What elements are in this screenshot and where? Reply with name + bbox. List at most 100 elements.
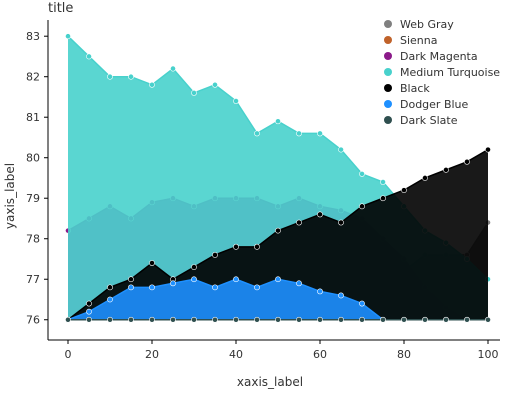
- y-tick-label: 83: [26, 30, 40, 43]
- data-point: [191, 276, 197, 283]
- data-point: [170, 65, 176, 72]
- data-point: [212, 81, 218, 88]
- x-tick-label: 60: [313, 348, 327, 361]
- data-point: [149, 284, 155, 291]
- data-point: [359, 171, 365, 177]
- data-point: [233, 276, 239, 283]
- legend-swatch: [384, 68, 392, 76]
- ticks: 0 20 40 60 80 100 76 77 78 79 80 81 82 83: [26, 30, 499, 361]
- data-point: [296, 316, 302, 323]
- series-layer: [65, 33, 491, 323]
- x-tick-label: 80: [397, 348, 411, 361]
- data-point: [317, 316, 323, 323]
- data-point: [212, 284, 218, 291]
- data-point: [128, 316, 134, 323]
- series-dark-slate: [65, 316, 491, 323]
- data-point: [128, 73, 134, 80]
- y-tick-label: 80: [26, 152, 40, 165]
- data-point: [422, 175, 428, 181]
- legend-swatch: [384, 20, 392, 28]
- data-point: [359, 300, 365, 307]
- data-point: [359, 203, 365, 210]
- y-tick-label: 78: [26, 233, 40, 246]
- data-point: [485, 146, 491, 153]
- data-point: [191, 90, 197, 96]
- x-tick-label: 100: [478, 348, 499, 361]
- legend-swatch: [384, 36, 392, 44]
- data-point: [380, 316, 386, 323]
- legend-item-web-gray: Web Gray: [384, 18, 454, 31]
- data-point: [317, 211, 323, 218]
- legend-label: Sienna: [400, 34, 438, 47]
- legend-label: Dodger Blue: [400, 98, 469, 111]
- data-point: [170, 316, 176, 323]
- data-point: [380, 179, 386, 185]
- data-point: [149, 81, 155, 88]
- legend-label: Dark Magenta: [400, 50, 478, 63]
- data-point: [338, 219, 344, 226]
- y-tick-label: 77: [26, 273, 40, 286]
- data-point: [338, 292, 344, 299]
- data-point: [107, 284, 113, 291]
- y-tick-label: 81: [26, 111, 40, 124]
- data-point: [65, 316, 71, 323]
- data-point: [296, 130, 302, 137]
- y-tick-label: 79: [26, 192, 40, 205]
- data-point: [401, 187, 407, 194]
- x-tick-label: 0: [65, 348, 72, 361]
- legend-item-dark-slate: Dark Slate: [384, 114, 458, 127]
- data-point: [317, 288, 323, 295]
- data-point: [422, 316, 428, 323]
- data-point: [233, 98, 239, 104]
- x-tick-label: 40: [229, 348, 243, 361]
- data-point: [191, 316, 197, 323]
- legend-item-dark-magenta: Dark Magenta: [384, 50, 478, 63]
- data-point: [401, 316, 407, 323]
- series-area-black: [68, 149, 488, 320]
- data-point: [212, 316, 218, 323]
- data-point: [338, 316, 344, 323]
- chart-title: title: [48, 1, 73, 16]
- data-point: [254, 316, 260, 323]
- data-point: [107, 316, 113, 323]
- data-point: [254, 243, 260, 250]
- legend-item-medium-turquoise: Medium Turquoise: [384, 66, 500, 79]
- data-point: [254, 284, 260, 291]
- data-point: [149, 260, 155, 266]
- data-point: [275, 276, 281, 283]
- data-point: [191, 264, 197, 270]
- data-point: [128, 276, 134, 283]
- data-point: [65, 33, 71, 40]
- y-tick-label: 76: [26, 314, 40, 327]
- x-tick-label: 20: [145, 348, 159, 361]
- legend-item-black: Black: [384, 82, 430, 95]
- data-point: [338, 146, 344, 153]
- data-point: [296, 219, 302, 226]
- data-point: [464, 158, 470, 165]
- y-tick-label: 82: [26, 71, 40, 84]
- legend-item-dodger-blue: Dodger Blue: [384, 98, 469, 111]
- data-point: [107, 73, 113, 80]
- data-point: [233, 243, 239, 250]
- data-point: [86, 53, 92, 60]
- data-point: [149, 316, 155, 323]
- data-point: [317, 130, 323, 137]
- data-point: [212, 252, 218, 258]
- data-point: [275, 227, 281, 234]
- x-axis-title: xaxis_label: [237, 375, 303, 389]
- data-point: [86, 316, 92, 323]
- legend-swatch: [384, 84, 392, 92]
- legend-swatch: [384, 52, 392, 60]
- legend-label: Web Gray: [400, 18, 454, 31]
- data-point: [107, 296, 113, 303]
- data-point: [464, 316, 470, 323]
- data-point: [485, 316, 491, 323]
- data-point: [443, 166, 449, 173]
- data-point: [170, 280, 176, 287]
- y-axis-title: yaxis_label: [3, 163, 17, 229]
- legend-swatch: [384, 116, 392, 124]
- legend-label: Medium Turquoise: [400, 66, 500, 79]
- data-point: [254, 130, 260, 137]
- data-point: [86, 308, 92, 315]
